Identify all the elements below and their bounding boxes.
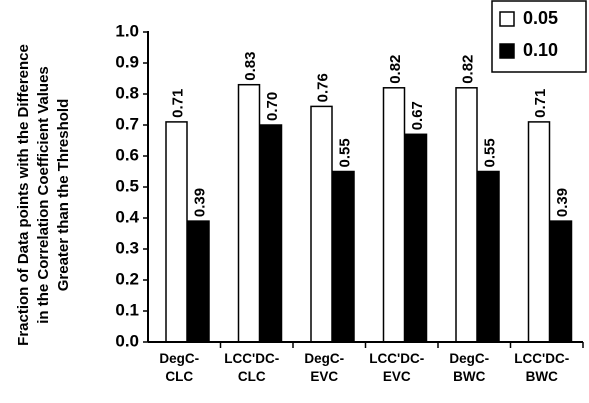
y-tick-label: 0.9 bbox=[115, 52, 139, 71]
x-category-label: BWC bbox=[526, 369, 558, 384]
bar-value-label: 0.82 bbox=[460, 55, 477, 84]
y-tick-label: 0.5 bbox=[115, 176, 139, 195]
bars bbox=[165, 83, 573, 343]
bar-threshold-005 bbox=[455, 87, 478, 343]
y-tick-label: 0.4 bbox=[115, 207, 139, 226]
bar-value-label: 0.82 bbox=[387, 55, 404, 84]
y-tick-label: 0.0 bbox=[115, 331, 139, 350]
bar-value-label: 0.55 bbox=[482, 138, 499, 167]
bar-threshold-005 bbox=[165, 121, 188, 343]
bar-threshold-010 bbox=[259, 124, 283, 343]
legend-label: 0.05 bbox=[523, 8, 558, 28]
x-category-label: DegC- bbox=[449, 351, 489, 366]
y-axis-title-line: in the Correlation Coefficient Values bbox=[35, 66, 52, 324]
bar-value-label: 0.39 bbox=[192, 188, 209, 217]
x-category-label: EVC bbox=[310, 369, 338, 384]
y-tick-label: 0.8 bbox=[115, 83, 139, 102]
bar-threshold-010 bbox=[187, 220, 210, 343]
bar-threshold-005 bbox=[237, 83, 261, 343]
y-tick-label: 1.0 bbox=[115, 21, 139, 40]
x-category-label: EVC bbox=[383, 369, 411, 384]
x-category-label: DegC- bbox=[304, 351, 344, 366]
y-axis-ticks: 0.0 0.1 0.2 0.3 0.4 0.5 0.6 0.7 0.8 0.9 1.0 bbox=[115, 21, 148, 350]
bar-threshold-005 bbox=[382, 87, 406, 343]
bar-threshold-010 bbox=[404, 133, 428, 343]
legend: 0.05 0.10 bbox=[491, 0, 587, 73]
bar-value-label: 0.71 bbox=[170, 89, 187, 118]
x-category-label: DegC- bbox=[159, 351, 199, 366]
legend-swatch bbox=[499, 43, 515, 59]
bar-threshold-010 bbox=[332, 170, 355, 343]
bar-value-label: 0.70 bbox=[264, 92, 281, 121]
bar-threshold-005 bbox=[527, 121, 551, 343]
x-category-label: LCC'DC- bbox=[224, 351, 279, 366]
y-tick-label: 0.7 bbox=[115, 114, 139, 133]
y-tick-label: 0.1 bbox=[115, 300, 139, 319]
bar-value-label: 0.83 bbox=[242, 51, 259, 80]
legend-label: 0.10 bbox=[523, 40, 558, 60]
legend-swatch bbox=[499, 11, 515, 27]
y-axis-title-line: Greater than the Threshold bbox=[55, 99, 72, 292]
x-category-label: CLC bbox=[165, 369, 193, 384]
axes bbox=[147, 31, 584, 348]
bar-threshold-010 bbox=[549, 220, 573, 343]
legend-box bbox=[491, 0, 587, 73]
y-axis-title-line: Fraction of Data points with the Differe… bbox=[15, 44, 32, 346]
bar-value-label: 0.55 bbox=[337, 138, 354, 167]
bar-value-label: 0.76 bbox=[315, 73, 332, 102]
data-labels: 0.71 0.83 0.76 0.82 0.82 0.71 0.39 0.70 0.55 0.67… bbox=[170, 51, 572, 217]
x-category-label: BWC bbox=[453, 369, 485, 384]
x-category-label: CLC bbox=[238, 369, 266, 384]
category-labels: DegC- CLC LCC'DC- CLC DegC- EVC LCC'DC- EVC DegC… bbox=[159, 351, 569, 384]
x-category-label: LCC'DC- bbox=[369, 351, 424, 366]
y-tick-label: 0.2 bbox=[115, 269, 139, 288]
bar-value-label: 0.67 bbox=[409, 101, 426, 130]
y-tick-label: 0.6 bbox=[115, 145, 139, 164]
bar-value-label: 0.39 bbox=[554, 188, 571, 217]
y-tick-label: 0.3 bbox=[115, 238, 139, 257]
bar-value-label: 0.71 bbox=[532, 89, 549, 118]
y-axis-title: Fraction of Data points with the Differe… bbox=[15, 44, 72, 346]
x-category-label: LCC'DC- bbox=[514, 351, 569, 366]
bar-threshold-005 bbox=[310, 105, 333, 343]
bar-threshold-010 bbox=[477, 170, 500, 343]
